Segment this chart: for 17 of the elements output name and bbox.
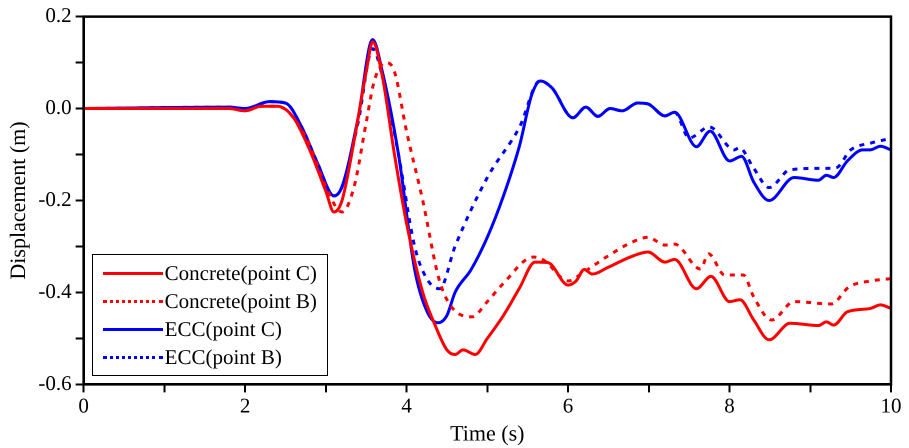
y-tick-label: -0.6 xyxy=(38,370,72,395)
legend-label: ECC(point C) xyxy=(164,316,282,344)
x-tick-label: 6 xyxy=(562,394,574,418)
x-tick-label: 0 xyxy=(78,394,89,418)
y-tick-label: -0.2 xyxy=(38,187,72,212)
y-axis-title: Displacement (m) xyxy=(4,121,30,280)
x-tick-label: 4 xyxy=(401,394,412,418)
x-tick-label: 8 xyxy=(724,394,735,418)
legend-label: Concrete(point C) xyxy=(164,260,317,288)
x-tick-label: 10 xyxy=(880,394,902,418)
x-axis-title: Time (s) xyxy=(450,420,525,446)
legend-label: ECC(point B) xyxy=(164,344,282,372)
legend-label: Concrete(point B) xyxy=(164,288,317,316)
y-tick-label: 0.2 xyxy=(45,3,72,28)
x-tick-label: 2 xyxy=(240,394,250,418)
y-tick-label: 0.0 xyxy=(45,95,72,120)
y-tick-label: -0.4 xyxy=(38,278,72,303)
